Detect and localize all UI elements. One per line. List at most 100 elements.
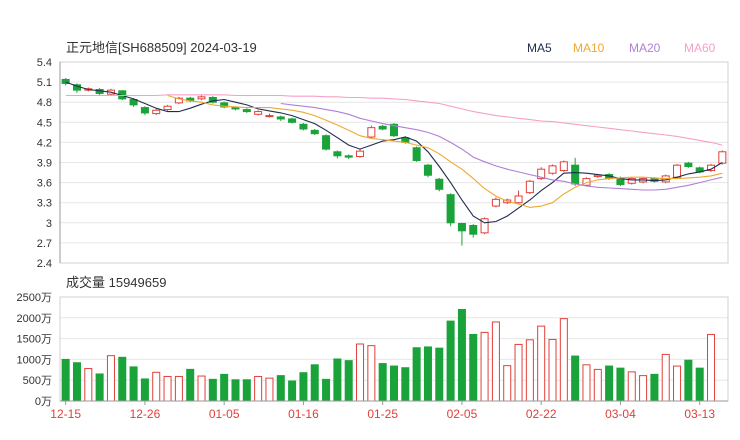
candle [152,108,161,115]
price-tick-label: 2.4 [37,258,52,270]
candle [322,134,331,151]
candle [378,124,387,131]
volume-bar [559,318,568,402]
volume-bar [174,375,183,402]
volume-bar [299,372,308,402]
candle-body [718,151,727,164]
candle-body [412,147,421,161]
volume-bar [605,365,614,402]
candle [356,149,365,158]
candle-body [367,127,376,138]
candle [469,224,478,238]
chart-title: 正元地信[SH688509] 2024-03-19 [66,40,257,55]
candle-body [571,164,580,185]
volume-bar [650,373,659,402]
candle-body [389,123,399,137]
price-tick-label: 3 [46,218,52,230]
volume-bar [344,360,353,402]
volume-bar [480,331,489,402]
candle [265,113,274,118]
candle [559,160,568,172]
volume-bar [389,365,399,402]
candle-body [140,107,149,114]
volume-bar [265,377,274,402]
candle-body [491,198,500,207]
candle [220,101,229,109]
candle-body [548,165,557,174]
candle [163,104,172,111]
date-tick-label: 03-13 [684,407,715,421]
candle [333,150,342,159]
candle-body [231,107,240,110]
candle-body [254,111,263,115]
volume-bar [639,375,648,402]
candle-body [593,174,602,178]
candle-body [197,96,206,100]
volume-bar [367,345,376,402]
volume-bar [695,367,704,402]
volume-bar [152,371,161,402]
volume-bar [707,333,716,402]
price-tick-label: 5.4 [37,57,52,69]
candle-body [344,155,353,158]
candle [310,129,319,136]
volume-bar [254,375,263,402]
candle [718,150,727,165]
candle [197,95,206,101]
candle-body [356,150,365,157]
volume-bar [673,365,682,402]
candle [423,163,432,178]
candle-body [242,109,251,113]
volume-bars [61,308,716,402]
price-tick-label: 5.1 [37,77,52,89]
candle [525,179,534,194]
date-axis: 12-15 12-26 01-05 01-16 01-25 02-05 02-22 03-04… [50,400,728,421]
candle-body [163,105,172,111]
candle [95,88,104,96]
legend-ma60: MA60 [684,41,716,55]
volume-bar [140,378,149,402]
candle [140,106,149,115]
candle-body [310,129,319,135]
legend-ma5: MA5 [527,41,552,55]
candle-body [322,135,331,150]
volume-bar [231,379,240,402]
date-tick-label: 12-15 [50,407,81,421]
volume-bar [401,367,410,402]
candle-body [129,99,138,106]
date-tick-label: 02-05 [447,407,478,421]
candle [208,96,217,104]
volume-bar [616,367,625,402]
volume-bar [412,347,421,402]
volume-bar [446,320,455,402]
price-tick-label: 3.6 [37,178,52,190]
volume-bar [129,366,138,402]
volume-bar [106,355,115,402]
volume-bar [61,358,70,402]
candle-body [525,180,534,194]
volume-tick-label: 2000万 [17,313,52,325]
volume-bar [288,380,297,402]
volume-bar [627,371,636,402]
candle-body [265,115,274,118]
date-tick-label: 03-04 [605,407,636,421]
volume-bar [72,362,81,402]
date-tick-label: 01-25 [367,407,398,421]
candle [435,177,444,192]
volume-bar [491,321,500,402]
volume-bar [310,364,319,402]
volume-bar [537,325,546,402]
candle [548,164,557,175]
candle-body [276,116,285,120]
volume-bar [276,375,285,402]
volume-bar [661,353,670,402]
date-tick-label: 12-26 [130,407,161,421]
candle [129,98,138,107]
candle-body [469,224,478,235]
price-tick-label: 3.3 [37,198,52,210]
candle [537,167,546,180]
volume-tick-label: 2500万 [17,292,52,304]
moving-average-lines [65,81,723,224]
candle [344,154,353,160]
